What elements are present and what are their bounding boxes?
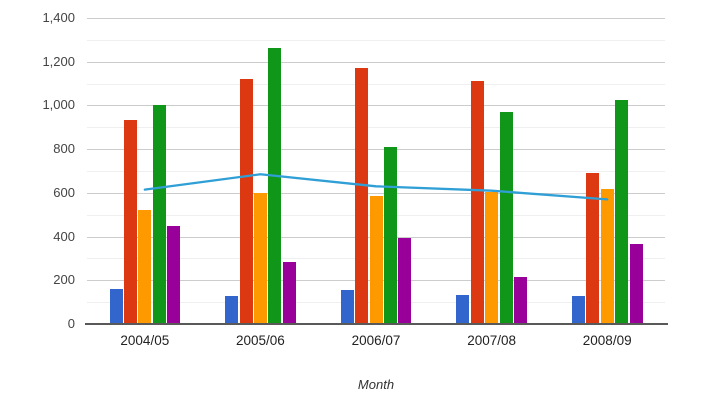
y-axis: 0 200 400 600 800 1,000 1,200 1,400 — [0, 0, 75, 340]
x-tick-label-2007-08: 2007/08 — [467, 333, 516, 348]
bar-blue-bars-2007-08 — [456, 294, 470, 324]
bar-orange-bars-2008-09 — [600, 188, 614, 324]
bar-purple-bars-2005-06 — [282, 261, 296, 324]
bar-red-bars-2005-06 — [239, 79, 253, 324]
bar-blue-bars-2004-05 — [109, 289, 123, 324]
x-tick-label-2008-09: 2008/09 — [582, 333, 632, 348]
bar-red-bars-2006-07 — [355, 68, 369, 324]
y-tick-label-800: 800 — [53, 141, 75, 157]
y-tick-label-200: 200 — [53, 272, 75, 288]
minor-gridline-1300 — [87, 39, 665, 41]
bar-green-bars-2004-05 — [152, 105, 166, 324]
major-gridline-1000 — [87, 105, 665, 107]
y-tick-label-400: 400 — [53, 228, 75, 244]
minor-gridline-1100 — [87, 83, 665, 85]
bar-red-bars-2004-05 — [123, 119, 137, 324]
bar-purple-bars-2008-09 — [629, 244, 643, 324]
bar-blue-bars-2006-07 — [340, 290, 354, 324]
bar-orange-bars-2006-07 — [369, 196, 383, 324]
bar-green-bars-2007-08 — [499, 112, 513, 324]
bar-orange-bars-2004-05 — [138, 210, 152, 324]
bar-blue-bars-2005-06 — [225, 295, 239, 324]
major-gridline-1400 — [87, 18, 665, 19]
y-tick-label-1200: 1,200 — [42, 53, 75, 69]
bar-purple-bars-2007-08 — [513, 277, 527, 324]
major-gridline-600 — [87, 192, 665, 194]
x-tick-label-2005-06: 2005/06 — [235, 333, 285, 348]
x-axis-labels: 2004/05 2005/06 2006/07 2007/08 2008/09 — [87, 333, 665, 349]
y-tick-label-1000: 1,000 — [42, 97, 75, 113]
bar-blue-bars-2008-09 — [571, 295, 585, 324]
x-axis-baseline — [85, 323, 668, 325]
bar-green-bars-2005-06 — [268, 47, 282, 324]
y-tick-label-0: 0 — [67, 316, 75, 331]
bar-green-bars-2008-09 — [615, 99, 629, 324]
x-tick-label-2004-05: 2004/05 — [120, 333, 170, 348]
minor-gridline-900 — [87, 127, 665, 129]
major-gridline-1200 — [87, 61, 665, 63]
major-gridline-800 — [87, 149, 665, 151]
bar-orange-bars-2005-06 — [253, 192, 267, 324]
bar-orange-bars-2007-08 — [485, 191, 499, 324]
plot-area — [85, 18, 668, 325]
bar-red-bars-2007-08 — [470, 81, 484, 324]
x-tick-label-2006-07: 2006/07 — [351, 333, 401, 348]
y-tick-label-600: 600 — [53, 184, 75, 200]
bar-purple-bars-2004-05 — [167, 225, 181, 324]
minor-gridline-700 — [87, 171, 665, 172]
x-axis-title: Month — [357, 377, 395, 392]
y-tick-label-1400: 1,400 — [42, 10, 75, 25]
bar-purple-bars-2006-07 — [398, 237, 412, 324]
bar-red-bars-2008-09 — [586, 173, 600, 324]
bar-green-bars-2006-07 — [383, 146, 397, 324]
